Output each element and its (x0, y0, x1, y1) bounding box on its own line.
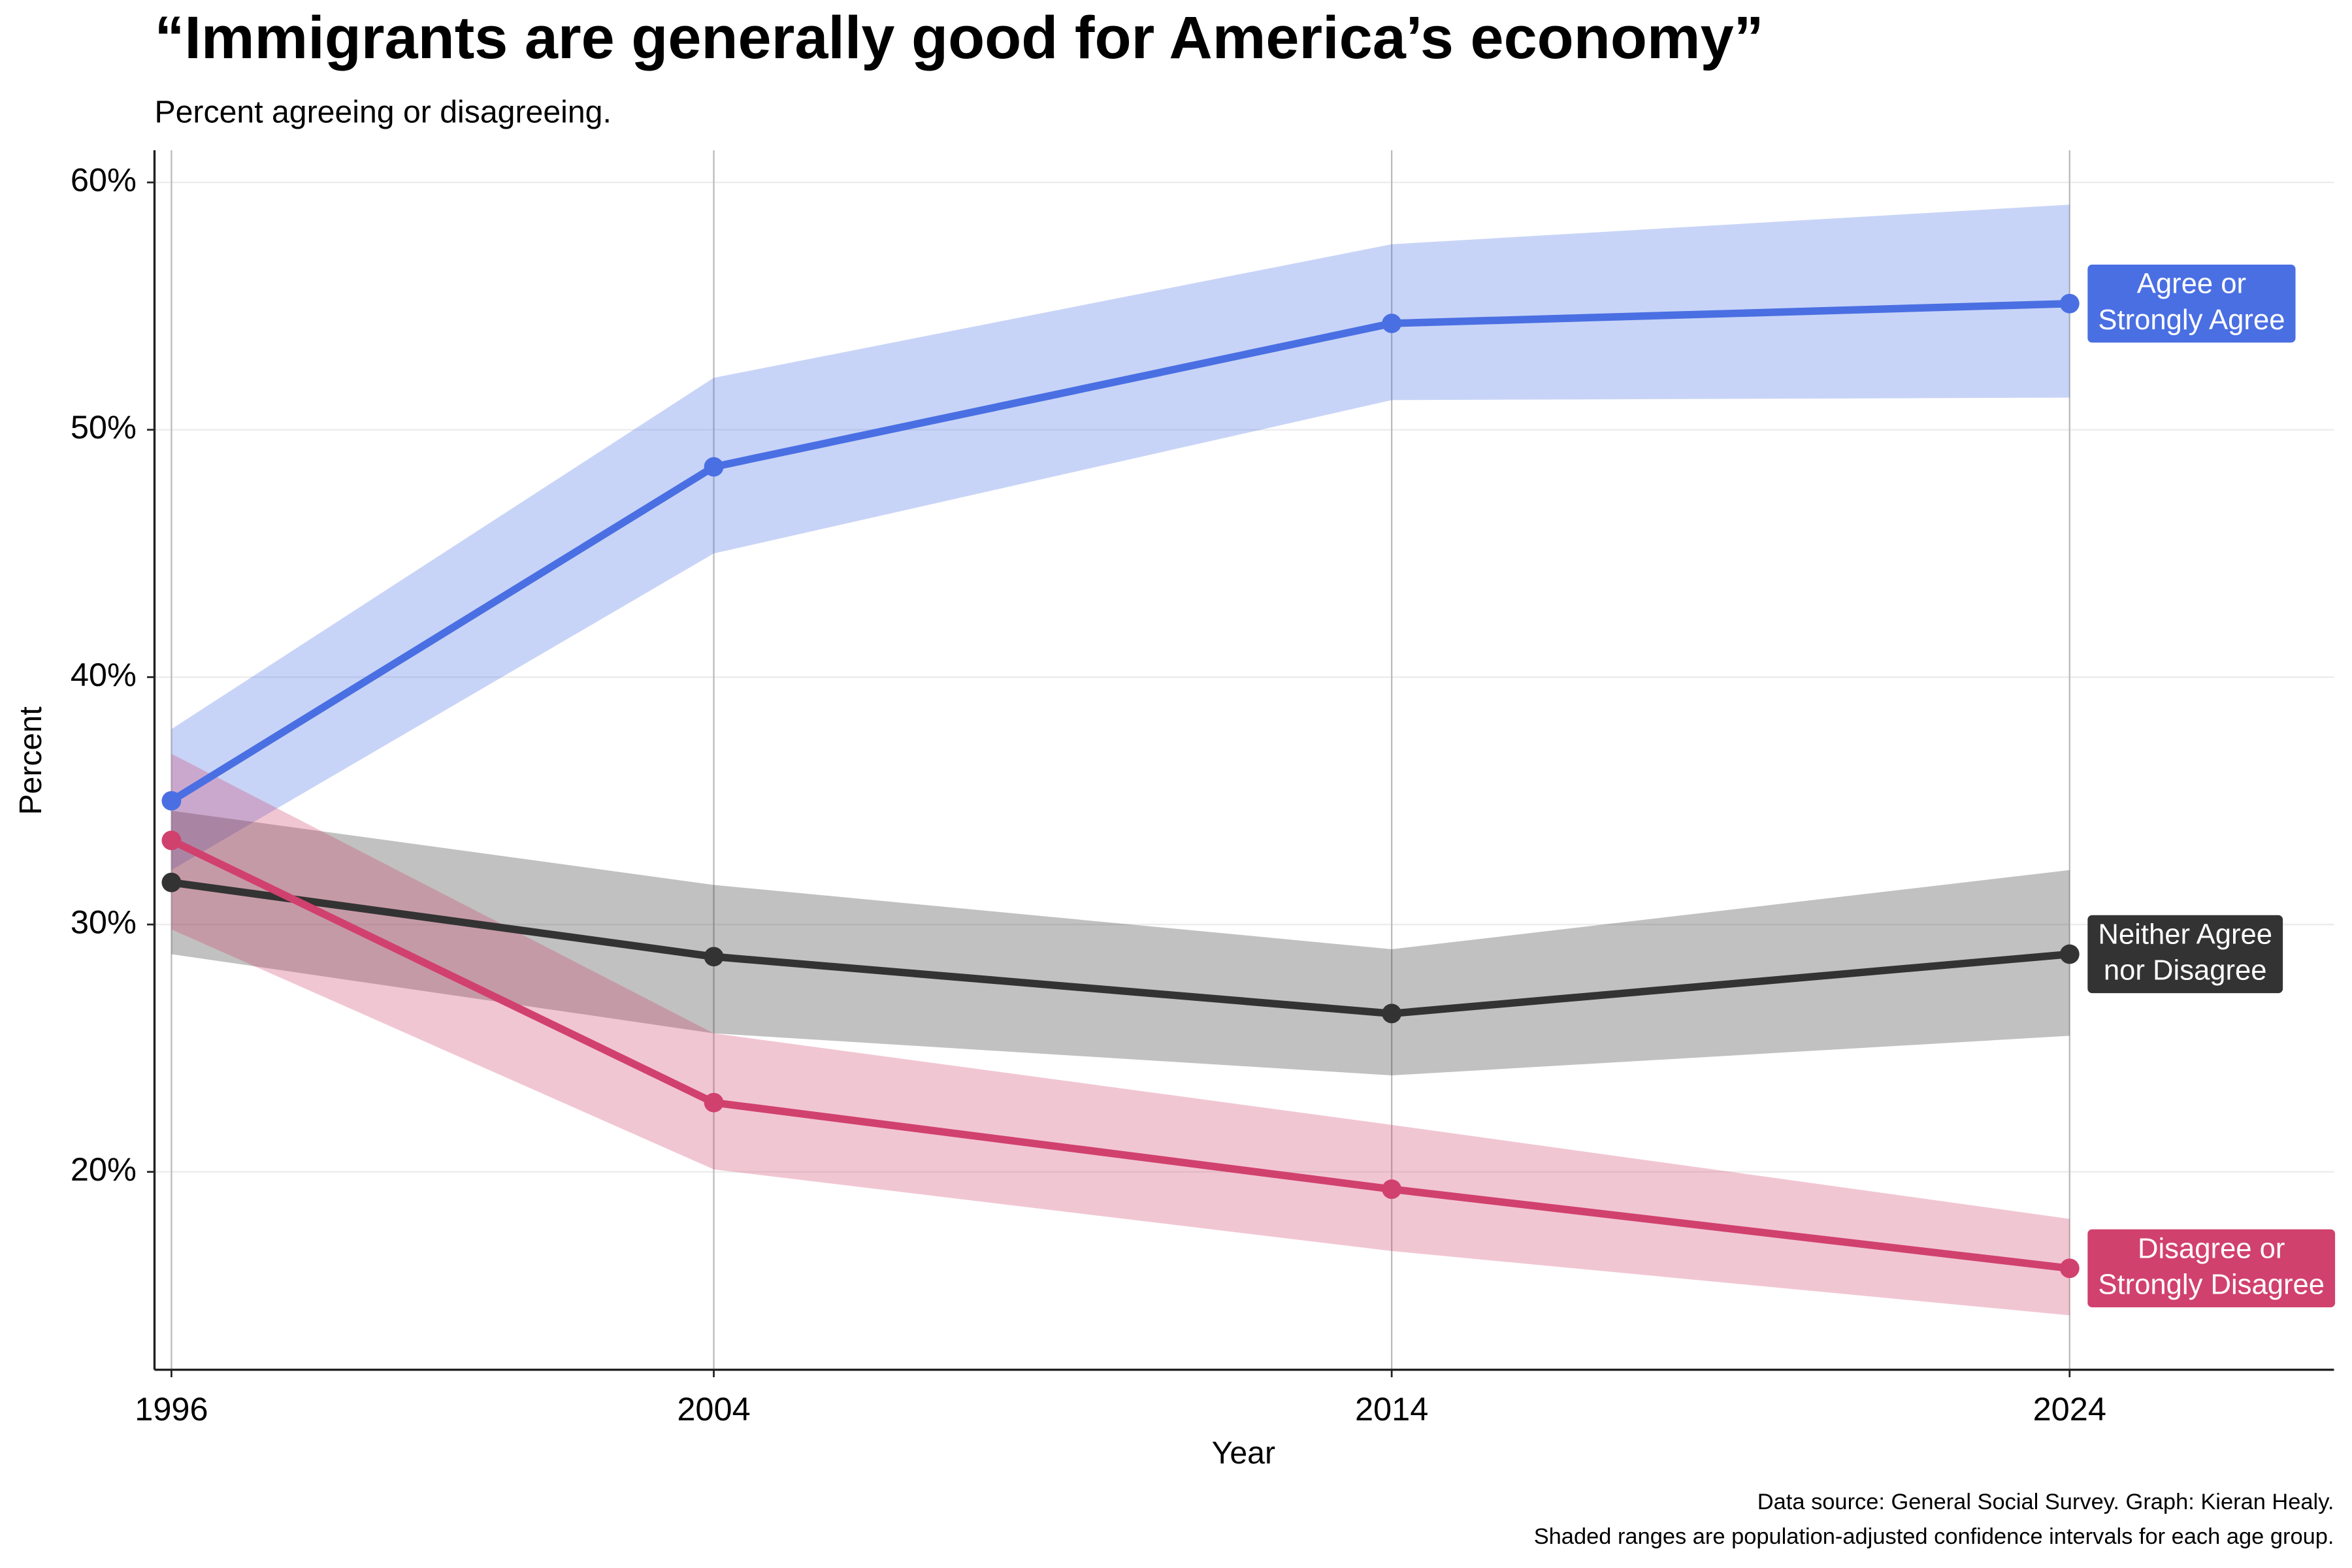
data-point (161, 872, 182, 892)
y-tick-label: 30% (71, 903, 137, 940)
confidence-band (171, 753, 2070, 1316)
series-label: Strongly Disagree (2098, 1269, 2325, 1300)
caption: Shaded ranges are population-adjusted co… (1534, 1524, 2334, 1549)
series-label: Disagree or (2138, 1233, 2285, 1264)
series-label: Agree or (2137, 269, 2246, 300)
x-axis-label: Year (1212, 1435, 1275, 1471)
y-tick-label: 60% (71, 161, 137, 199)
data-point (1382, 314, 1402, 333)
x-tick-label: 2024 (2033, 1390, 2106, 1428)
chart-title: “Immigrants are generally good for Ameri… (154, 5, 1763, 71)
series-label-box (2087, 265, 2296, 343)
x-tick-label: 2004 (677, 1390, 750, 1428)
chart-subtitle: Percent agreeing or disagreeing. (154, 95, 611, 130)
data-point (704, 947, 724, 967)
y-tick-label: 20% (71, 1151, 137, 1188)
series-label: Strongly Agree (2098, 304, 2285, 336)
x-tick-label: 2014 (1355, 1390, 1428, 1428)
y-axis-label: Percent (13, 706, 48, 815)
data-point (1382, 1179, 1402, 1200)
y-tick-label: 50% (71, 408, 137, 446)
data-point (704, 1092, 724, 1113)
data-point (2059, 1258, 2080, 1279)
caption: Data source: General Social Survey. Grap… (1757, 1490, 2334, 1514)
series-label-box (2087, 1229, 2336, 1308)
series-label: Neither Agree (2098, 919, 2272, 950)
y-tick-label: 40% (71, 656, 137, 693)
series-line (169, 837, 2070, 1273)
series-line (169, 299, 2070, 804)
series-line (171, 878, 2070, 1018)
confidence-band (171, 810, 2070, 1076)
series-label-box (2087, 915, 2283, 994)
data-point (1382, 1004, 1402, 1024)
data-point (161, 830, 182, 851)
series-label: nor Disagree (2104, 955, 2267, 987)
data-point (2059, 944, 2080, 964)
data-point (704, 457, 724, 477)
confidence-band (171, 204, 2070, 870)
data-point (2059, 293, 2080, 314)
x-tick-label: 1996 (135, 1390, 208, 1428)
data-point (161, 791, 182, 811)
